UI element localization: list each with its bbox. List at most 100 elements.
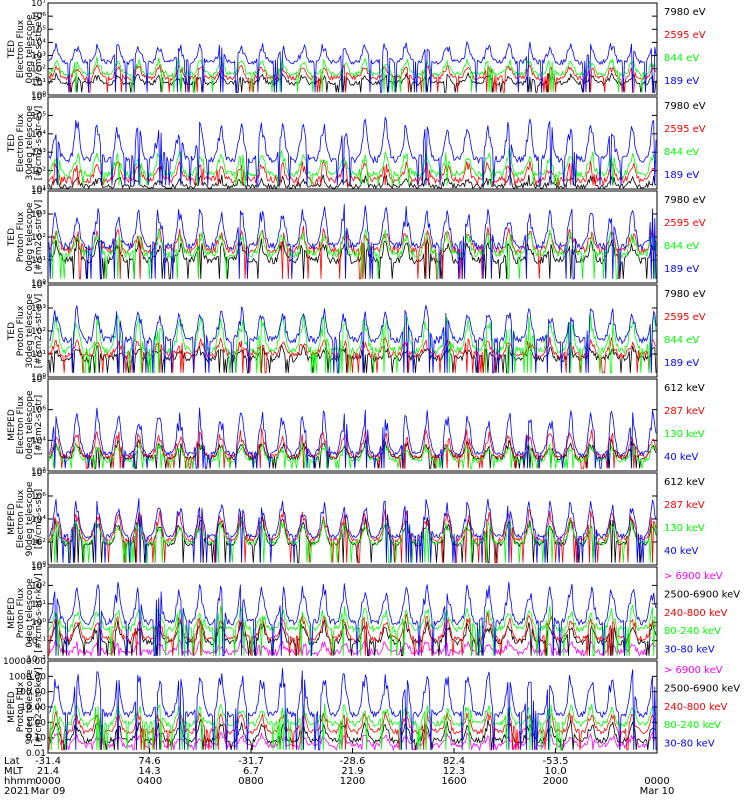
y-axis-label: 90deg telescope xyxy=(25,481,35,556)
y-tick-label: 10¹ xyxy=(31,350,46,360)
series-trace xyxy=(48,56,657,93)
x-tick-label: 1600 xyxy=(441,776,466,787)
y-tick-label: 100.00 xyxy=(15,688,47,698)
x-tick-label: 0000 xyxy=(644,776,669,787)
series-trace xyxy=(48,518,657,564)
x-tick-label: 82.4 xyxy=(443,756,465,767)
y-tick-label: 0.10 xyxy=(26,734,46,744)
panel-frame xyxy=(47,378,658,472)
legend-entry: 287 keV xyxy=(664,500,705,511)
y-tick-label: 10⁴ xyxy=(31,281,46,291)
y-axis-label: 0deg telescope xyxy=(25,390,35,460)
legend-entry: 612 keV xyxy=(664,383,705,394)
x-tick-label: 21.4 xyxy=(37,766,59,777)
y-axis-label: Proton Flux xyxy=(16,305,26,356)
legend-entry: 189 eV xyxy=(664,264,699,275)
x-tick-label: -31.4 xyxy=(35,756,61,767)
y-axis-label: Proton Flux xyxy=(16,587,26,638)
y-axis-label: TED xyxy=(7,40,17,59)
y-tick-label: 10⁴ xyxy=(31,130,46,140)
panel-1: 10⁰ 10¹ 10² 10³ 10⁴ 10⁵ 10⁶ 10⁷ TED Electron Flux… xyxy=(7,0,706,101)
panel-5: 10² 10⁴ 10⁶ 10⁸ MEPED Electron Flux 0deg teles… xyxy=(7,375,705,477)
legend-entry: 844 eV xyxy=(664,335,699,346)
y-axis-label: Electron Flux xyxy=(16,19,26,78)
legend-entry: 130 keV xyxy=(664,523,705,534)
panel-frame xyxy=(47,96,658,190)
legend-entry: 189 eV xyxy=(664,358,699,369)
legend-entry: 240-800 keV xyxy=(664,702,728,713)
y-axis-label: 0deg telescope xyxy=(25,14,35,84)
y-axis-label: [#/cm2-s-str-keV] xyxy=(34,667,44,746)
series-trace xyxy=(48,428,657,469)
x-tick-label: 0000 xyxy=(35,776,60,787)
y-tick-label: 1.00 xyxy=(26,718,46,728)
legend-entry: 2500-6900 keV xyxy=(664,589,740,600)
x-axis: Lat -31.4 74.6 -31.7 -28.6 82.4 -53.5 MLT 21.4 14… xyxy=(4,748,674,797)
legend-entry: 2595 eV xyxy=(664,124,706,135)
series-trace xyxy=(48,442,657,469)
y-axis-label: Electron Flux xyxy=(16,489,26,548)
y-axis-label: Proton Flux xyxy=(16,681,26,732)
series-trace xyxy=(48,668,657,751)
y-tick-label: 10⁸ xyxy=(31,375,46,385)
series-trace xyxy=(48,407,657,469)
y-tick-label: 10⁵ xyxy=(31,111,46,121)
series-trace xyxy=(48,619,657,657)
y-tick-label: 10⁰ xyxy=(31,561,46,571)
y-axis-label: Electron Flux xyxy=(16,395,26,454)
y-axis-label: [#/cm2-s-str-eV] xyxy=(34,200,44,275)
legend-entry: 130 keV xyxy=(664,429,705,440)
legend-entry: 287 keV xyxy=(664,406,705,417)
y-axis-label: MEPED xyxy=(7,597,17,629)
panel-frame xyxy=(47,566,658,660)
panel-6: 10⁰ 10² 10⁴ 10⁶ 10⁸ MEPED Electron Flux 90deg t… xyxy=(7,469,705,571)
series-trace xyxy=(48,313,657,374)
y-tick-label: 10⁴ xyxy=(31,187,46,197)
series-trace xyxy=(48,305,657,374)
y-tick-label: 10⁴ xyxy=(31,436,46,446)
y-tick-label: 10² xyxy=(31,65,46,75)
y-tick-label: 10⁰ xyxy=(31,279,46,289)
y-axis-label: 90deg telescope xyxy=(25,669,35,744)
y-tick-label: 10² xyxy=(31,538,46,548)
x-row-label: hhmm xyxy=(4,776,36,787)
y-tick-label: 10² xyxy=(31,233,46,243)
series-trace xyxy=(48,710,657,751)
series-trace xyxy=(48,611,657,656)
y-tick-label: 10¹ xyxy=(31,256,46,266)
y-axis-label: Electron Flux xyxy=(16,113,26,172)
x-row-label: Lat xyxy=(4,756,20,767)
legend-entry: 40 keV xyxy=(664,452,698,463)
y-tick-label: 10³ xyxy=(31,304,46,314)
legend-entry: 844 eV xyxy=(664,241,699,252)
legend-entry: 30-80 keV xyxy=(664,739,715,750)
y-axis-label: MEPED xyxy=(7,691,17,723)
y-tick-label: 10² xyxy=(31,581,46,591)
y-tick-label: 10⁶ xyxy=(31,93,46,103)
y-tick-label: 10⁶ xyxy=(31,406,46,416)
legend-entry: 2595 eV xyxy=(664,312,706,323)
y-tick-label: 10⁵ xyxy=(31,25,46,35)
series-trace xyxy=(48,158,657,187)
y-tick-label: 0.01 xyxy=(26,749,46,759)
x-row-label: MLT xyxy=(4,766,24,777)
x-tick-label: 0800 xyxy=(238,776,263,787)
legend-entry: 612 keV xyxy=(664,477,705,488)
y-tick-label: 1000.00 xyxy=(9,672,46,682)
series-trace xyxy=(48,718,657,751)
series-trace xyxy=(48,148,657,186)
x-tick-label: -31.7 xyxy=(238,756,264,767)
y-tick-label: 10⁴ xyxy=(31,38,46,48)
series-trace xyxy=(48,228,657,280)
series-trace xyxy=(48,730,657,752)
y-axis-label: 0deg telescope xyxy=(25,202,35,272)
y-axis-label: 0deg telescope xyxy=(25,578,35,648)
panel-frame xyxy=(47,2,658,96)
y-tick-label: 10² xyxy=(31,327,46,337)
y-tick-label: 10⁻² xyxy=(26,655,46,665)
y-tick-label: 10⁴ xyxy=(31,515,46,525)
x-tick-label: 14.3 xyxy=(138,766,160,777)
legend-entry: 2595 eV xyxy=(664,30,706,41)
x-tick-label: Mar 10 xyxy=(640,786,675,797)
